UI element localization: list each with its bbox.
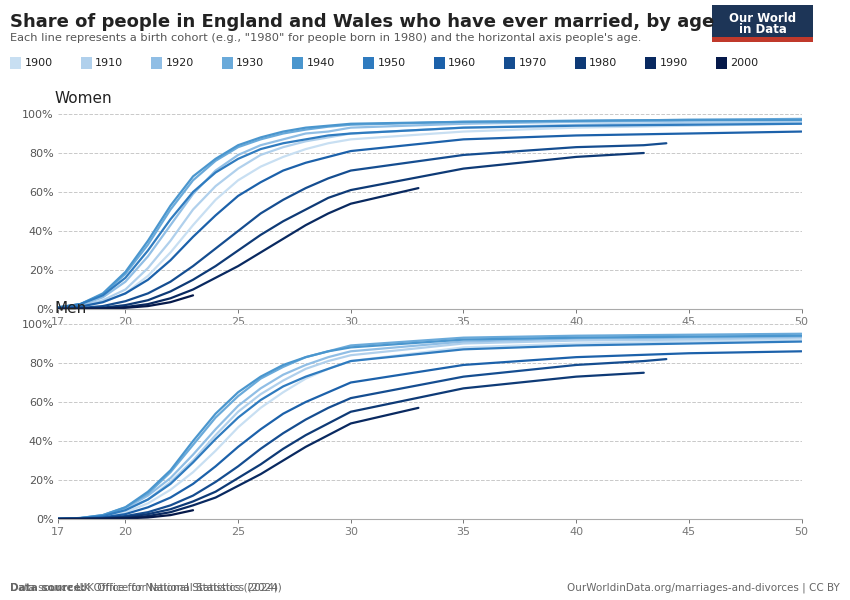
- Text: 1900: 1900: [25, 58, 53, 68]
- Text: OurWorldinData.org/marriages-and-divorces | CC BY: OurWorldinData.org/marriages-and-divorce…: [567, 582, 840, 593]
- Text: 1990: 1990: [660, 58, 688, 68]
- Text: Data source: UK Office for National Statistics (2024): Data source: UK Office for National Stat…: [10, 583, 282, 593]
- Text: in Data: in Data: [739, 23, 786, 36]
- Text: 1910: 1910: [95, 58, 123, 68]
- Text: Each line represents a birth cohort (e.g., "1980" for people born in 1980) and t: Each line represents a birth cohort (e.g…: [10, 33, 642, 43]
- Text: 1950: 1950: [377, 58, 405, 68]
- Text: 1930: 1930: [236, 58, 264, 68]
- Text: 1980: 1980: [589, 58, 617, 68]
- Text: Share of people in England and Wales who have ever married, by age: Share of people in England and Wales who…: [10, 13, 715, 31]
- Text: UK Office for National Statistics (2024): UK Office for National Statistics (2024): [76, 583, 279, 593]
- Text: 2000: 2000: [730, 58, 758, 68]
- Text: 1920: 1920: [166, 58, 194, 68]
- Text: 1940: 1940: [307, 58, 335, 68]
- Text: 1970: 1970: [518, 58, 547, 68]
- Text: Our World: Our World: [729, 12, 796, 25]
- Text: Men: Men: [54, 301, 87, 316]
- Text: Women: Women: [54, 91, 111, 106]
- Text: Data source:: Data source:: [10, 583, 88, 593]
- Text: 1960: 1960: [448, 58, 476, 68]
